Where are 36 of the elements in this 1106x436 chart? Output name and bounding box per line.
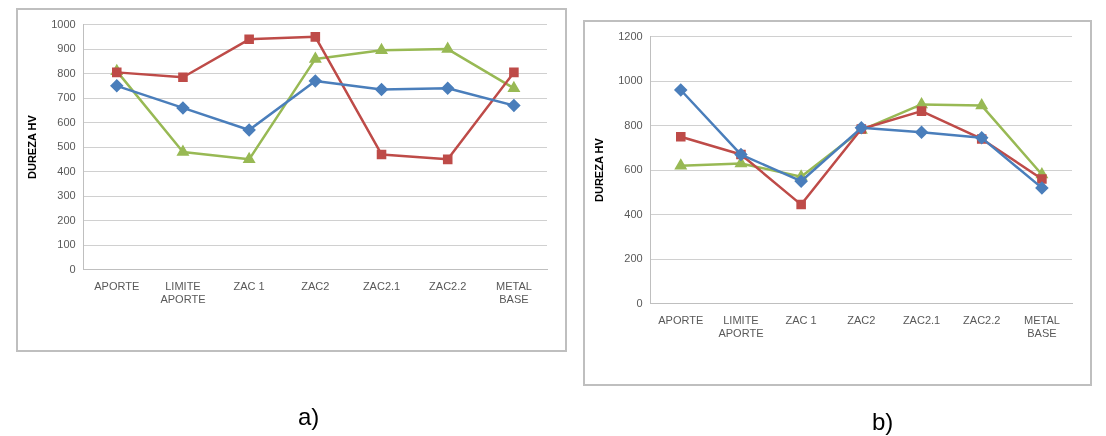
text: b) [872, 408, 894, 436]
x-tick-label: ZAC2.1 [902, 314, 941, 327]
y-tick-label: 800 [57, 66, 76, 79]
x-tick-label: METAL BASE [1023, 314, 1060, 340]
y-tick-label: 0 [69, 262, 76, 275]
y-tick-label: 400 [57, 164, 76, 177]
y-tick-label: 0 [636, 296, 643, 309]
x-tick-label: METAL BASE [495, 280, 532, 306]
y-tick-label: 400 [624, 207, 643, 220]
x-tick-label: APORTE [94, 280, 140, 293]
x-tick-label: LIMITE APORTE [160, 280, 206, 306]
y-tick-label: 600 [624, 163, 643, 176]
y-tick-label: 900 [57, 42, 76, 55]
x-tick-label: ZAC2.1 [362, 280, 401, 293]
y-axis-title: DUREZA HV [592, 137, 605, 202]
y-tick-label: 1200 [618, 29, 643, 42]
x-tick-label: LIMITE APORTE [718, 314, 764, 340]
x-tick-label: ZAC2.2 [429, 280, 467, 293]
text: a) [298, 403, 320, 431]
x-tick-label: ZAC2 [301, 280, 330, 293]
y-tick-label: 300 [57, 189, 76, 202]
x-tick-label: APORTE [658, 314, 704, 327]
y-tick-label: 500 [57, 140, 76, 153]
y-tick-label: 700 [57, 91, 76, 104]
x-tick-label: ZAC2.2 [963, 314, 1001, 327]
y-tick-label: 200 [57, 213, 76, 226]
y-tick-label: 200 [624, 252, 643, 265]
y-tick-label: 600 [57, 115, 76, 128]
y-axis-title: DUREZA HV [25, 114, 38, 179]
y-tick-label: 100 [57, 238, 76, 251]
y-tick-label: 1000 [618, 74, 643, 87]
y-tick-label: 800 [624, 118, 643, 131]
x-tick-label: ZAC 1 [233, 280, 265, 293]
x-tick-label: ZAC2 [847, 314, 876, 327]
x-tick-label: ZAC 1 [785, 314, 817, 327]
y-tick-label: 1000 [51, 17, 76, 30]
